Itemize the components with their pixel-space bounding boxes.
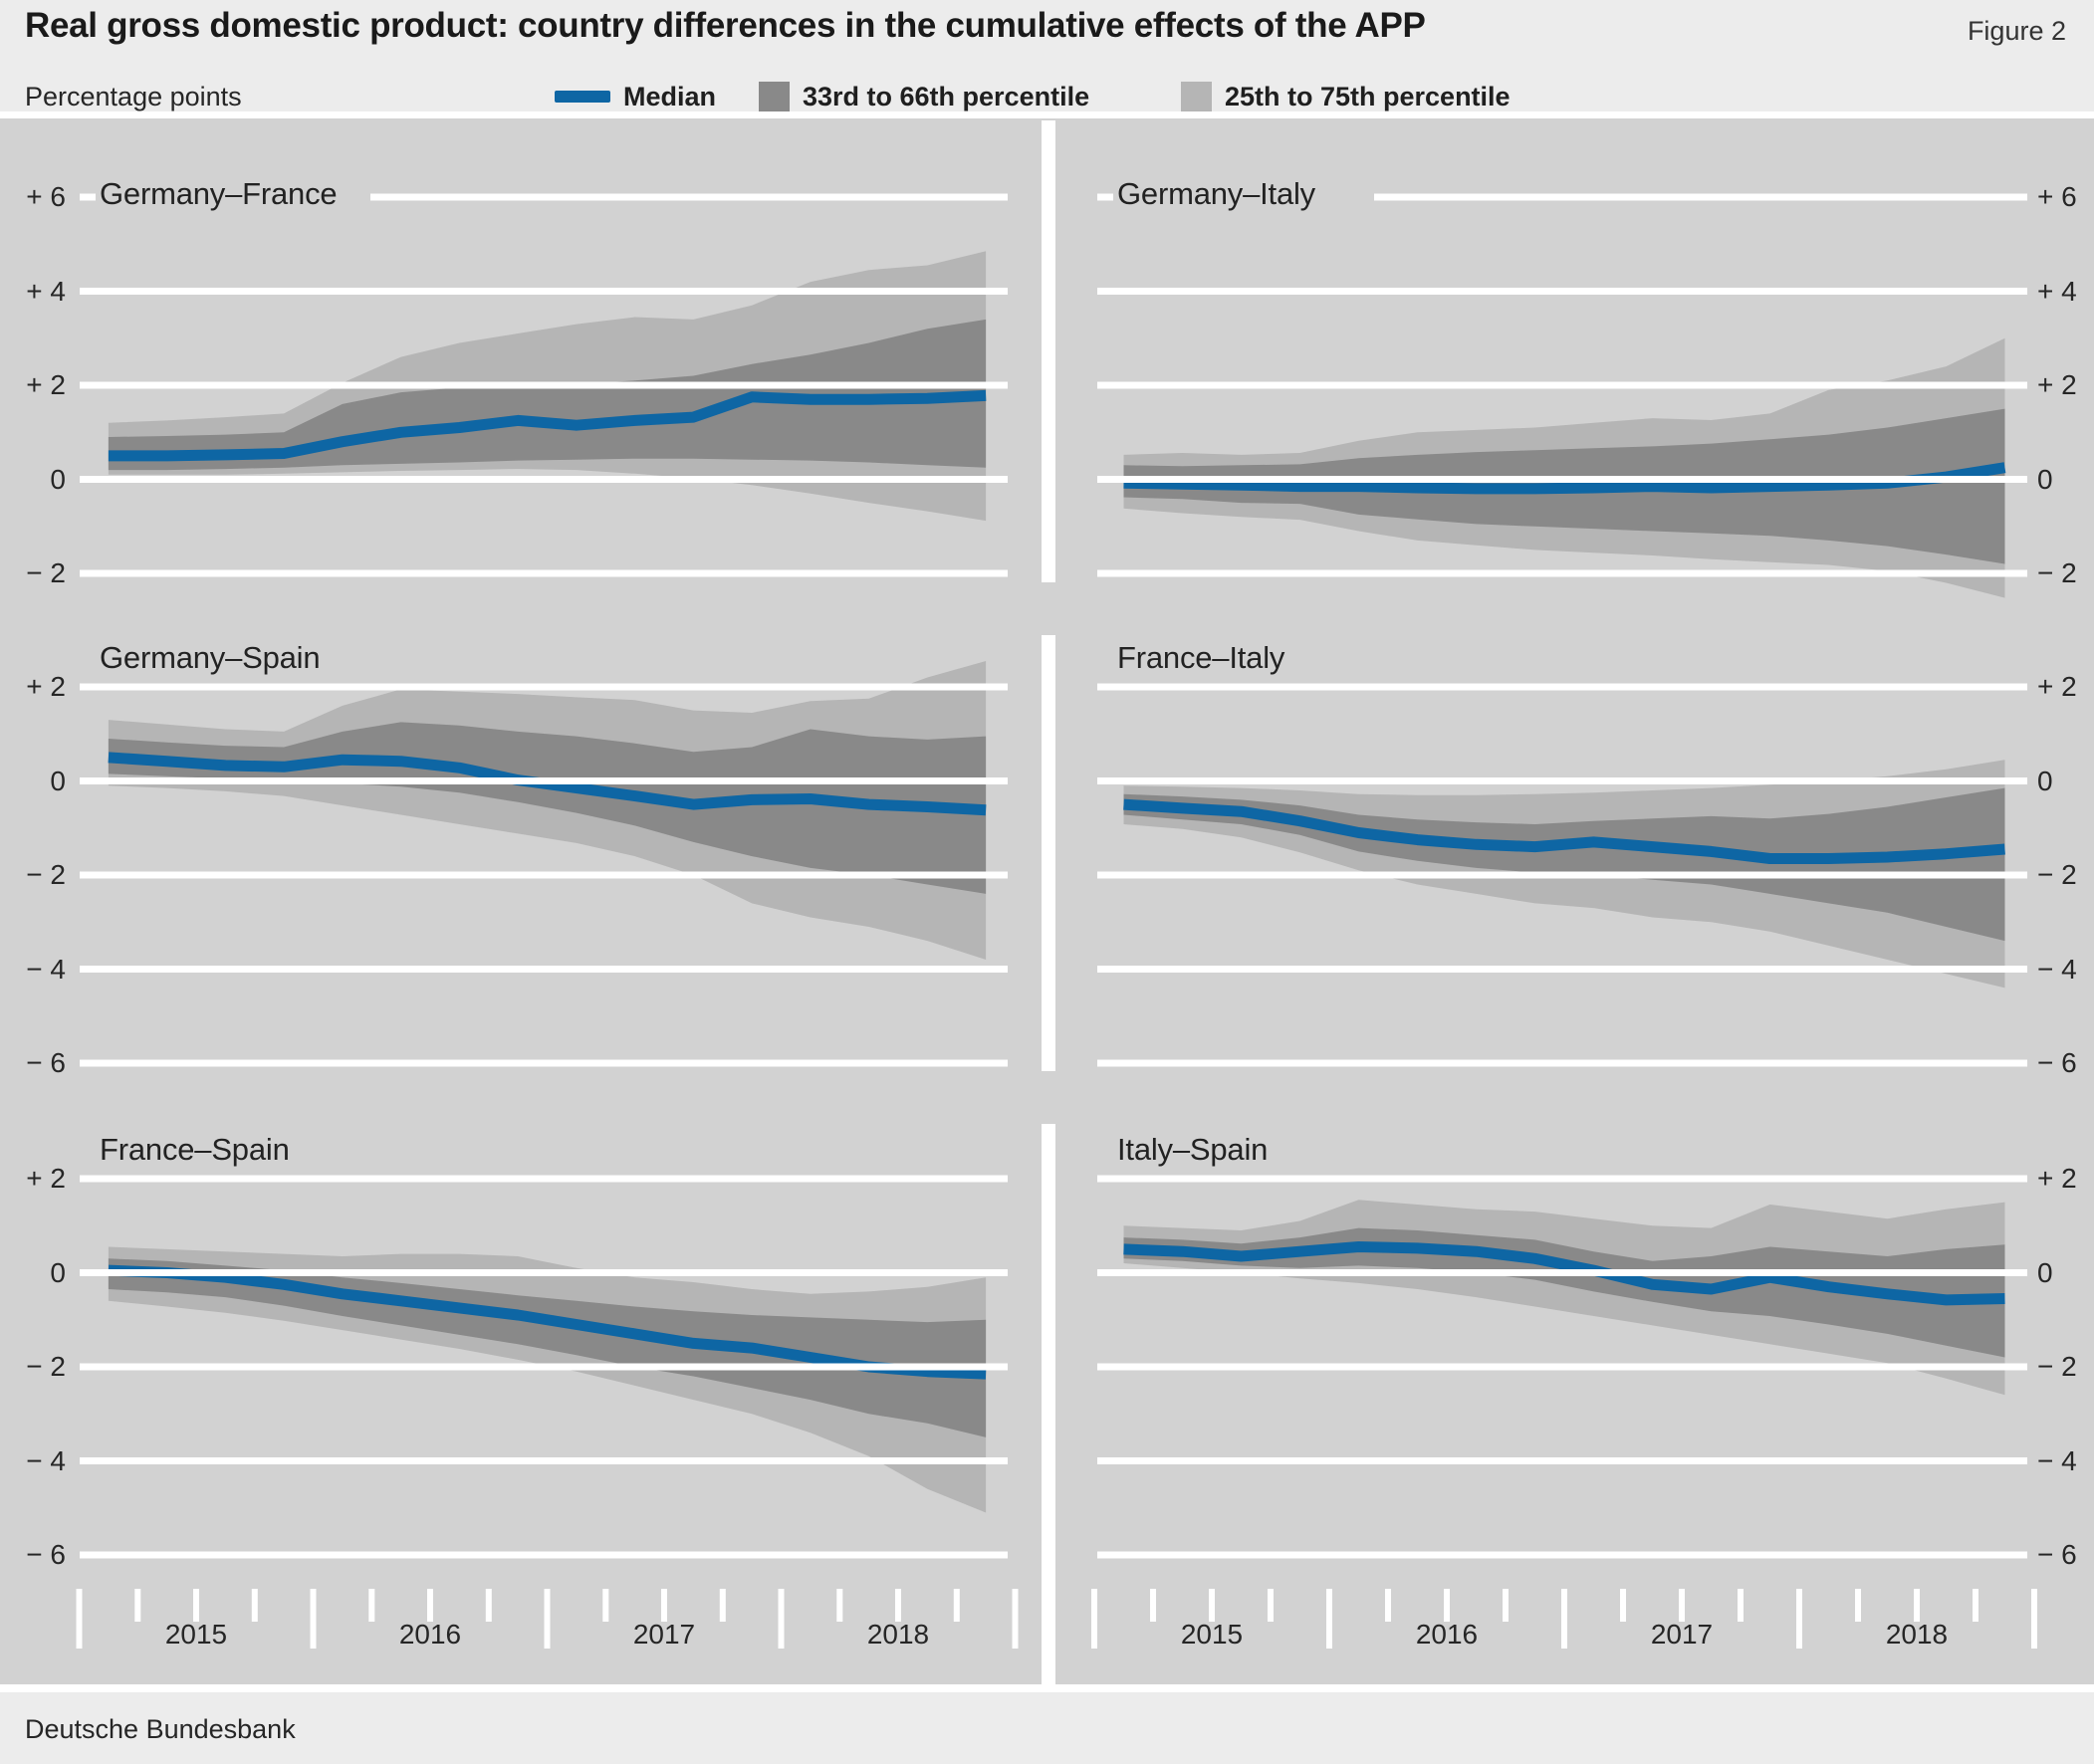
gridline-france-italy-4: [1097, 1059, 2027, 1067]
axis-tick-0-3: [251, 1589, 258, 1622]
outer-band-swatch: [1181, 81, 1212, 112]
axis-tick-0-0: [76, 1589, 83, 1649]
gridline-italy-spain-3: [1097, 1457, 2027, 1464]
inner-band-swatch: [759, 81, 790, 112]
axis-tick-0-5: [368, 1589, 375, 1622]
percentile-band-inner-germany-france: [108, 319, 987, 471]
median-line-france-spain: [108, 1264, 987, 1380]
axis-tick-1-14: [1914, 1589, 1920, 1622]
axis-tick-1-5: [1385, 1589, 1391, 1622]
median-line-italy-spain: [1123, 1241, 2005, 1306]
legend-item-outer-band: 25th to 75th percentile: [1181, 78, 1511, 115]
axis-tick-1-10: [1679, 1589, 1685, 1622]
gridline-germany-spain-3: [80, 966, 1008, 973]
median-line-swatch: [555, 91, 610, 103]
axis-tick-1-8: [1561, 1589, 1567, 1649]
figure-label: Figure 2: [1967, 16, 2066, 46]
axis-tick-0-15: [953, 1589, 960, 1622]
source-label: Deutsche Bundesbank: [25, 1714, 296, 1744]
axis-tick-0-2: [193, 1589, 199, 1622]
gridline-germany-france-0: [370, 193, 1008, 201]
axis-tick-1-0: [1091, 1589, 1097, 1649]
gridline-italy-spain-2: [1097, 1363, 2027, 1371]
gridline-germany-france-4: [80, 569, 1008, 577]
axis-tick-0-14: [895, 1589, 901, 1622]
axis-tick-0-1: [134, 1589, 141, 1622]
gridline-germany-spain-1: [80, 777, 1008, 784]
column-separator-1: [1042, 635, 1055, 1071]
axis-tick-0-4: [310, 1589, 317, 1649]
axis-tick-0-8: [544, 1589, 551, 1649]
axis-tick-1-9: [1620, 1589, 1626, 1622]
header-divider: [0, 111, 2094, 118]
median-line-germany-italy: [1123, 462, 2006, 495]
gridline-italy-spain-1: [1097, 1269, 2027, 1276]
gridline-italy-spain-4: [1097, 1551, 2027, 1559]
median-line-germany-france: [108, 389, 987, 462]
axis-tick-1-12: [1796, 1589, 1802, 1649]
gridline-germany-italy-3: [1097, 476, 2027, 483]
axis-tick-1-7: [1503, 1589, 1509, 1622]
panels-canvas: [0, 118, 2094, 1684]
page-title: Real gross domestic product: country dif…: [25, 6, 1426, 45]
chart-area: [0, 118, 2094, 1684]
gridline-germany-spain-0: [80, 683, 1008, 691]
legend-outer-band-label: 25th to 75th percentile: [1225, 81, 1511, 111]
gridline-france-spain-2: [80, 1363, 1008, 1371]
axis-tick-1-13: [1855, 1589, 1861, 1622]
gridline-france-italy-2: [1097, 871, 2027, 879]
panels-svg: [76, 120, 2037, 1684]
axis-tick-0-11: [719, 1589, 726, 1622]
gridline-france-spain-4: [80, 1551, 1008, 1559]
legend-item-inner-band: 33rd to 66th percentile: [759, 78, 1089, 115]
gridline-france-italy-0: [1097, 683, 2027, 691]
axis-tick-0-16: [1012, 1589, 1019, 1649]
gridline-germany-france-2: [80, 381, 1008, 389]
column-separator-2: [1042, 1124, 1055, 1684]
gridline-france-spain-0: [80, 1175, 1008, 1183]
gridline-france-italy-3: [1097, 966, 2027, 973]
gridline-germany-italy-2: [1097, 381, 2027, 389]
gridline-france-spain-3: [80, 1457, 1008, 1464]
axis-tick-1-16: [2031, 1589, 2037, 1649]
gridline-germany-italy-4: [1097, 569, 2027, 577]
percentile-band-inner-france-spain: [108, 1258, 987, 1437]
axis-tick-1-11: [1738, 1589, 1744, 1622]
axis-tick-1-3: [1268, 1589, 1274, 1622]
axis-tick-1-1: [1150, 1589, 1156, 1622]
median-line-france-italy: [1123, 798, 2005, 864]
gridline-italy-spain-0: [1097, 1175, 2027, 1183]
legend-inner-band-label: 33rd to 66th percentile: [803, 81, 1090, 111]
gridline-germany-spain-2: [80, 871, 1008, 879]
gridline-france-spain-1: [80, 1269, 1008, 1276]
legend-item-median: Median: [555, 78, 716, 115]
axis-tick-1-4: [1326, 1589, 1332, 1649]
gridline-stub-germany-france: [80, 193, 96, 201]
gridline-stub-germany-italy: [1097, 193, 1113, 201]
gridline-germany-france-3: [80, 476, 1008, 483]
column-separator-0: [1042, 120, 1055, 582]
axis-tick-1-6: [1444, 1589, 1450, 1622]
axis-tick-0-6: [427, 1589, 433, 1622]
unit-label: Percentage points: [25, 82, 242, 111]
legend-median-label: Median: [623, 81, 717, 111]
percentile-band-inner-italy-spain: [1123, 1227, 2005, 1358]
gridline-germany-spain-4: [80, 1059, 1008, 1067]
gridline-germany-italy-0: [1374, 193, 2027, 201]
axis-tick-1-2: [1209, 1589, 1215, 1622]
axis-tick-0-10: [661, 1589, 667, 1622]
gridline-germany-italy-1: [1097, 288, 2027, 295]
axis-tick-0-9: [602, 1589, 609, 1622]
axis-tick-0-13: [836, 1589, 843, 1622]
gridline-germany-france-1: [80, 288, 1008, 295]
gridline-france-italy-1: [1097, 777, 2027, 784]
axis-tick-0-7: [485, 1589, 492, 1622]
footer-divider: [0, 1684, 2094, 1692]
axis-tick-1-15: [1973, 1589, 1978, 1622]
axis-tick-0-12: [778, 1589, 785, 1649]
